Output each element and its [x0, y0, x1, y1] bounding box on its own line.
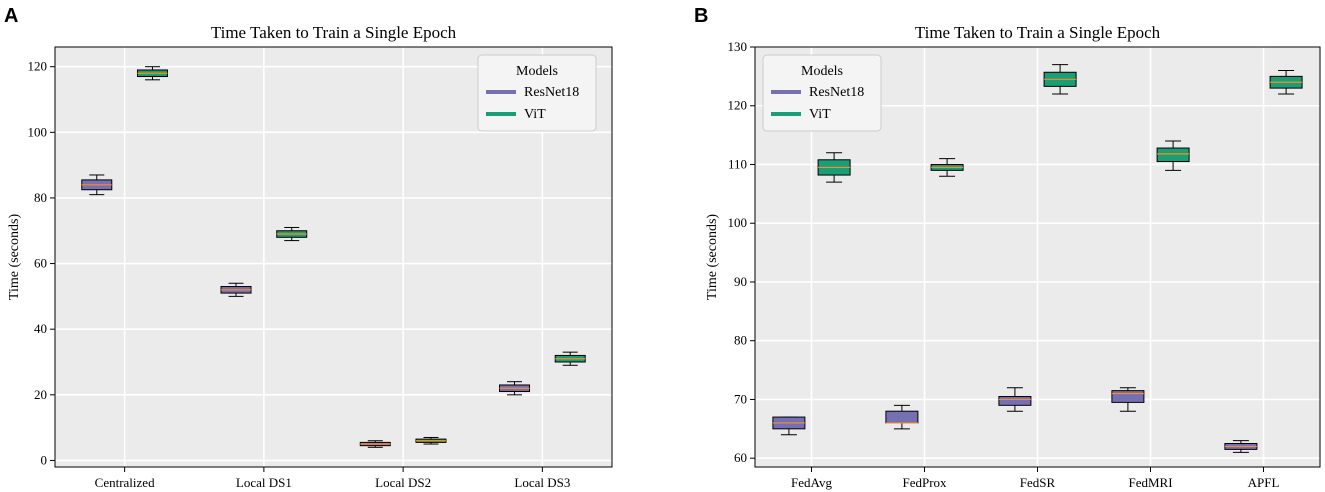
box-vit-centralized	[136, 66, 168, 81]
y-tick-label: 40	[34, 321, 47, 336]
y-axis-label: Time (seconds)	[7, 214, 22, 301]
chart-title: Time Taken to Train a Single Epoch	[915, 23, 1161, 42]
legend: Models ResNet18 ViT	[477, 54, 597, 132]
y-tick-label: 120	[728, 98, 748, 113]
box-resnet18-fedavg	[772, 416, 806, 436]
box-resnet18-fedprox	[885, 404, 919, 430]
y-tick-label: 60	[34, 256, 47, 271]
y-tick-label: 80	[34, 190, 47, 205]
box-vit-local-ds2	[415, 436, 447, 445]
box-vit-local-ds1	[276, 226, 308, 242]
box-resnet18-local-ds3	[499, 381, 531, 396]
legend-label-vit: ViT	[524, 107, 546, 122]
y-tick-label: 80	[734, 333, 747, 348]
box-resnet18-local-ds1	[220, 282, 252, 297]
box-iqr	[885, 410, 919, 424]
box-resnet18-fedmri	[1111, 387, 1145, 412]
plot-frame	[54, 46, 613, 468]
y-tick-label: 60	[734, 450, 747, 465]
box-vit-fedprox	[930, 158, 964, 177]
legend-title: Models	[801, 64, 843, 79]
y-axis-label: Time (seconds)	[705, 214, 720, 301]
box-vit-apfl	[1269, 69, 1303, 95]
x-tick-label: FedSR	[1020, 475, 1056, 490]
box-resnet18-apfl	[1224, 440, 1258, 453]
y-tick-label: 20	[34, 387, 47, 402]
y-tick-label: 70	[734, 391, 747, 406]
legend: Models ResNet18 ViT	[762, 54, 882, 132]
x-tick-label: Local DS3	[514, 475, 570, 490]
box-resnet18-fedsr	[998, 387, 1032, 412]
y-tick-label: 90	[734, 274, 747, 289]
x-tick-label: APFL	[1248, 475, 1280, 490]
box-iqr	[1156, 147, 1190, 163]
legend-title: Models	[516, 64, 558, 79]
x-tick-label: Local DS2	[375, 475, 431, 490]
x-tick-label: FedAvg	[791, 475, 832, 490]
legend-label-vit: ViT	[809, 107, 831, 122]
box-iqr	[1111, 390, 1145, 403]
y-tick-label: 110	[728, 156, 747, 171]
panel-a-letter: A	[4, 5, 18, 27]
box-iqr	[998, 396, 1032, 406]
y-tick-label: 130	[728, 39, 748, 54]
box-resnet18-centralized	[81, 174, 113, 196]
panel-b-letter: B	[694, 5, 708, 27]
x-tick-label: FedMRI	[1128, 475, 1172, 490]
x-tick-label: Centralized	[95, 475, 155, 490]
box-resnet18-local-ds2	[359, 440, 391, 448]
legend-label-resnet18: ResNet18	[809, 85, 864, 100]
chart-title: Time Taken to Train a Single Epoch	[211, 23, 457, 42]
box-vit-fedmri	[1156, 140, 1190, 171]
y-tick-label: 100	[728, 215, 748, 230]
box-vit-local-ds3	[554, 351, 586, 366]
y-tick-label: 100	[28, 124, 48, 139]
y-tick-label: 120	[28, 59, 48, 74]
panel-b: B 60 70 80 90 100 110 120 130 FedAvg FedProx FedSR…	[694, 5, 1321, 490]
panel-a: A 0 20 40 60 80 100 120 Centralized Local DS1 Loc…	[4, 5, 613, 490]
y-tick-label: 0	[41, 452, 48, 467]
x-tick-label: FedProx	[902, 475, 947, 490]
box-vit-fedsr	[1043, 64, 1077, 95]
box-vit-fedavg	[817, 152, 851, 183]
legend-label-resnet18: ResNet18	[524, 85, 579, 100]
x-tick-label: Local DS1	[236, 475, 292, 490]
